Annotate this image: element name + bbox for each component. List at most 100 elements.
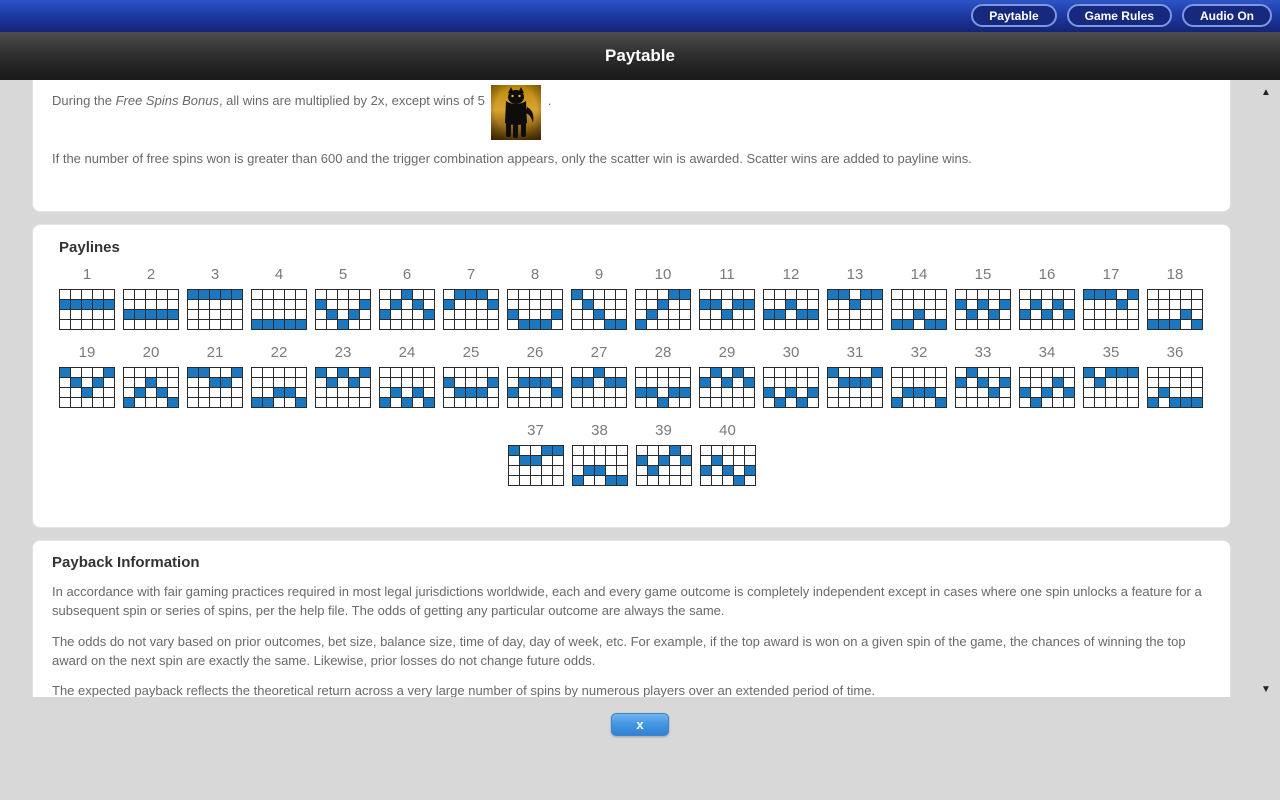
payline-cell-off [1020,398,1031,408]
payline-cell-off [444,310,455,320]
payline-cell-on [616,378,627,388]
payline-cell-off [263,300,274,310]
payline-cell-off [477,368,488,378]
payline-cell-off [850,398,861,408]
payline-cell-off [338,388,349,398]
payline-cell-on [168,398,179,408]
payline-cell-off [1095,300,1106,310]
payline-cell-off [1064,368,1075,378]
payline-cell-off [1159,300,1170,310]
payline-cell-off [744,388,755,398]
payline-cell-off [1064,300,1075,310]
payline-cell-off [647,300,658,310]
payline-number: 11 [719,266,735,283]
payline-cell-on [413,388,424,398]
scrollbar-down-arrow-icon[interactable]: ▼ [1261,684,1271,695]
payline-cell-on [232,368,243,378]
payline-cell-on [135,310,146,320]
payline-36: 36 [1147,344,1203,408]
audio-toggle-button[interactable]: Audio On [1182,4,1272,27]
payline-number: 23 [334,344,352,361]
payline-cell-off [744,290,755,300]
payline-cell-off [157,368,168,378]
payline-cell-off [316,388,327,398]
payline-cell-on [1170,320,1181,330]
payline-cell-off [1095,368,1106,378]
payline-cell-off [552,320,563,330]
payline-cell-off [616,466,628,476]
payline-cell-off [647,320,658,330]
payline-cell-on [232,290,243,300]
payline-cell-off [722,446,734,456]
payline-1: 1 [59,266,115,330]
payline-cell-off [669,466,681,476]
payline-cell-off [850,388,861,398]
payline-cell-off [60,388,71,398]
payline-cell-off [541,388,552,398]
game-rules-button[interactable]: Game Rules [1066,4,1172,27]
payline-cell-on [285,388,296,398]
payline-cell-on [71,300,82,310]
payline-cell-on [647,466,659,476]
payline-cell-off [839,310,850,320]
payline-cell-on [967,368,978,378]
payline-cell-off [60,320,71,330]
payline-cell-off [285,290,296,300]
payline-cell-off [605,388,616,398]
payline-grid [699,367,755,408]
payline-cell-on [669,290,680,300]
payline-cell-off [680,446,692,456]
payline-cell-off [594,456,606,466]
payline-cell-on [519,320,530,330]
payline-cell-off [1128,320,1139,330]
payline-cell-off [104,398,115,408]
payline-cell-on [552,388,563,398]
payline-cell-on [605,378,616,388]
payline-cell-off [477,310,488,320]
payline-cell-off [232,320,243,330]
payline-cell-off [552,368,563,378]
payline-cell-off [669,300,680,310]
payline-cell-off [519,290,530,300]
payline-15: 15 [955,266,1011,330]
payline-grid [827,367,883,408]
payline-23: 23 [315,344,371,408]
payline-cell-off [210,388,221,398]
close-button[interactable]: x [611,713,669,736]
payline-cell-on [349,310,360,320]
payline-cell-off [978,290,989,300]
payline-cell-on [808,388,819,398]
payline-cell-off [808,320,819,330]
payline-grid [891,289,947,330]
payline-3: 3 [187,266,243,330]
payline-cell-off [424,368,435,378]
payline-9: 9 [571,266,627,330]
payline-cell-off [124,290,135,300]
payline-grid [635,367,691,408]
payline-cell-on [252,398,263,408]
payline-cell-off [1170,378,1181,388]
payline-cell-on [1095,290,1106,300]
payline-cell-off [989,398,1000,408]
payline-cell-off [1148,300,1159,310]
payline-cell-off [380,388,391,398]
payline-cell-off [263,368,274,378]
payline-cell-off [221,320,232,330]
payline-cell-off [700,456,712,466]
payline-cell-off [892,300,903,310]
payline-grid [699,289,755,330]
payline-cell-off [1117,398,1128,408]
payline-cell-off [444,388,455,398]
payline-cell-on [1064,310,1075,320]
payline-cell-off [541,368,552,378]
payline-cell-off [444,368,455,378]
payline-cell-off [956,320,967,330]
payline-cell-off [1020,320,1031,330]
paytable-button[interactable]: Paytable [971,4,1057,27]
payline-number: 38 [591,422,608,439]
payline-cell-on [1192,398,1203,408]
payline-cell-off [722,290,733,300]
payline-cell-off [711,388,722,398]
scrollbar-up-arrow-icon[interactable]: ▲ [1261,87,1271,98]
payline-cell-on [647,388,658,398]
